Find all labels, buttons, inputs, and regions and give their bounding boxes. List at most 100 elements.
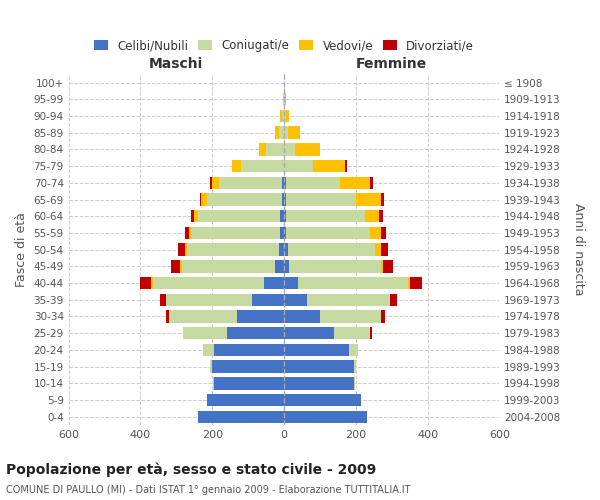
Bar	[212, 176, 220, 189]
Bar	[166, 310, 169, 323]
Bar	[191, 226, 280, 239]
Text: Maschi: Maschi	[149, 57, 203, 71]
Bar	[278, 244, 284, 256]
Bar	[284, 410, 367, 423]
Bar	[356, 193, 381, 206]
Bar	[284, 394, 361, 406]
Bar	[238, 310, 284, 323]
Bar	[381, 310, 385, 323]
Bar	[286, 193, 356, 206]
Bar	[284, 226, 286, 239]
Bar	[207, 193, 282, 206]
Bar	[354, 377, 355, 390]
Bar	[383, 260, 394, 272]
Bar	[227, 327, 284, 340]
Bar	[284, 344, 349, 356]
Bar	[381, 226, 386, 239]
Bar	[284, 143, 295, 156]
Bar	[213, 377, 214, 390]
Bar	[187, 244, 278, 256]
Bar	[286, 176, 340, 189]
Text: COMUNE DI PAULLO (MI) - Dati ISTAT 1° gennaio 2009 - Elaborazione TUTTITALIA.IT: COMUNE DI PAULLO (MI) - Dati ISTAT 1° ge…	[6, 485, 410, 495]
Bar	[284, 310, 320, 323]
Bar	[284, 193, 286, 206]
Bar	[207, 394, 284, 406]
Bar	[182, 260, 275, 272]
Bar	[283, 93, 284, 106]
Bar	[410, 277, 422, 289]
Bar	[284, 126, 287, 139]
Bar	[365, 210, 379, 222]
Bar	[284, 244, 287, 256]
Bar	[275, 260, 284, 272]
Bar	[266, 143, 284, 156]
Bar	[241, 160, 284, 172]
Bar	[390, 294, 397, 306]
Bar	[191, 210, 194, 222]
Bar	[140, 277, 151, 289]
Legend: Celibi/Nubili, Coniugati/e, Vedovi/e, Divorziati/e: Celibi/Nubili, Coniugati/e, Vedovi/e, Di…	[89, 34, 479, 57]
Bar	[298, 277, 408, 289]
Bar	[184, 327, 227, 340]
Bar	[214, 377, 284, 390]
Bar	[334, 327, 370, 340]
Bar	[194, 210, 198, 222]
Bar	[345, 160, 347, 172]
Bar	[166, 294, 251, 306]
Bar	[282, 193, 284, 206]
Bar	[286, 210, 365, 222]
Bar	[370, 176, 373, 189]
Bar	[185, 226, 189, 239]
Bar	[211, 360, 212, 373]
Bar	[232, 160, 241, 172]
Text: Femmine: Femmine	[356, 57, 427, 71]
Bar	[287, 244, 376, 256]
Bar	[180, 260, 182, 272]
Bar	[370, 327, 372, 340]
Bar	[264, 277, 284, 289]
Bar	[275, 126, 278, 139]
Bar	[381, 260, 383, 272]
Bar	[278, 126, 284, 139]
Bar	[284, 360, 354, 373]
Bar	[251, 294, 284, 306]
Bar	[211, 176, 212, 189]
Bar	[379, 210, 383, 222]
Bar	[178, 244, 185, 256]
Bar	[284, 110, 286, 122]
Bar	[259, 143, 266, 156]
Bar	[198, 410, 284, 423]
Bar	[284, 210, 286, 222]
Bar	[220, 176, 282, 189]
Bar	[381, 244, 388, 256]
Bar	[214, 344, 284, 356]
Text: Popolazione per età, sesso e stato civile - 2009: Popolazione per età, sesso e stato civil…	[6, 462, 376, 477]
Bar	[160, 294, 166, 306]
Bar	[313, 160, 345, 172]
Bar	[284, 176, 286, 189]
Bar	[286, 110, 289, 122]
Bar	[307, 294, 390, 306]
Bar	[200, 193, 202, 206]
Y-axis label: Anni di nascita: Anni di nascita	[572, 204, 585, 296]
Bar	[284, 93, 286, 106]
Bar	[286, 226, 370, 239]
Bar	[153, 277, 264, 289]
Bar	[284, 294, 307, 306]
Bar	[169, 310, 238, 323]
Bar	[189, 226, 191, 239]
Bar	[349, 344, 358, 356]
Bar	[185, 244, 187, 256]
Bar	[212, 360, 284, 373]
Bar	[408, 277, 410, 289]
Bar	[340, 176, 370, 189]
Bar	[203, 344, 214, 356]
Bar	[376, 244, 381, 256]
Bar	[280, 110, 282, 122]
Y-axis label: Fasce di età: Fasce di età	[15, 212, 28, 287]
Bar	[289, 260, 381, 272]
Bar	[198, 210, 280, 222]
Bar	[381, 193, 385, 206]
Bar	[284, 277, 298, 289]
Bar	[282, 176, 284, 189]
